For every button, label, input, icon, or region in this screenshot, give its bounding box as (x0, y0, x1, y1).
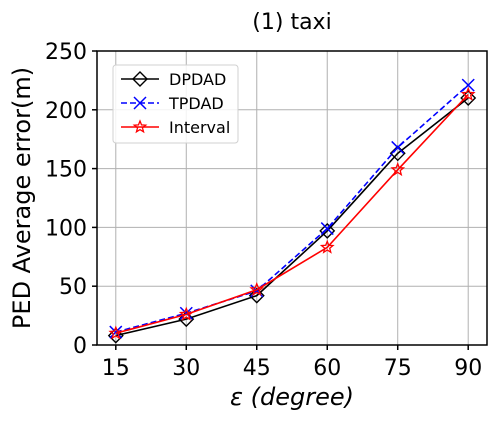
plot-frame (96, 50, 488, 346)
legend-label: DPDAD (169, 70, 226, 89)
data-point (248, 287, 265, 304)
legend-item: Interval (121, 118, 230, 137)
data-point (178, 311, 195, 328)
series-line (115, 84, 469, 333)
legend: DPDAD TPDAD Interval (112, 64, 239, 144)
data-point (320, 222, 334, 236)
data-point (460, 86, 476, 101)
series-line (115, 97, 469, 337)
x-axis-title: ε (degree) (230, 383, 354, 411)
data-point (319, 222, 336, 239)
data-point (319, 239, 335, 254)
legend-item: TPDAD (121, 94, 224, 113)
data-point (179, 306, 193, 320)
series-dpdad (107, 90, 477, 344)
legend-marker (132, 119, 148, 134)
y-axis-title: PED Average error(m) (8, 67, 36, 329)
legend-item: DPDAD (121, 70, 226, 89)
x-tick-label: 45 (243, 356, 271, 381)
data-point (390, 162, 406, 177)
data-point (108, 325, 124, 340)
y-tick-label: 200 (45, 99, 87, 124)
x-tick-label: 90 (454, 356, 482, 381)
legend-marker (133, 96, 147, 110)
data-point (109, 325, 123, 339)
axis-ticks: 15 30 45 60 75 90 0 50 100 150 200 250 (45, 40, 482, 381)
legend-label: TPDAD (168, 94, 224, 113)
data-point (461, 78, 475, 92)
y-tick-label: 100 (45, 216, 87, 241)
data-point (460, 90, 477, 107)
x-tick-label: 30 (172, 356, 200, 381)
y-tick-label: 250 (45, 40, 87, 65)
x-tick-label: 60 (313, 356, 341, 381)
y-tick-label: 0 (73, 334, 87, 359)
legend-marker (132, 71, 148, 87)
data-point (391, 140, 405, 154)
series-line (115, 93, 469, 335)
chart-title: (1) taxi (252, 10, 331, 35)
x-tick-label: 15 (102, 356, 130, 381)
x-tick-label: 75 (384, 356, 412, 381)
legend-box (112, 64, 239, 144)
data-point (107, 327, 124, 344)
data-point (178, 306, 194, 321)
y-tick-label: 50 (59, 275, 87, 300)
plot-series (107, 78, 477, 344)
data-point (249, 281, 265, 297)
legend-label: Interval (169, 118, 230, 137)
y-tick-label: 150 (45, 158, 87, 183)
data-point (389, 145, 406, 162)
series-interval (108, 86, 476, 340)
